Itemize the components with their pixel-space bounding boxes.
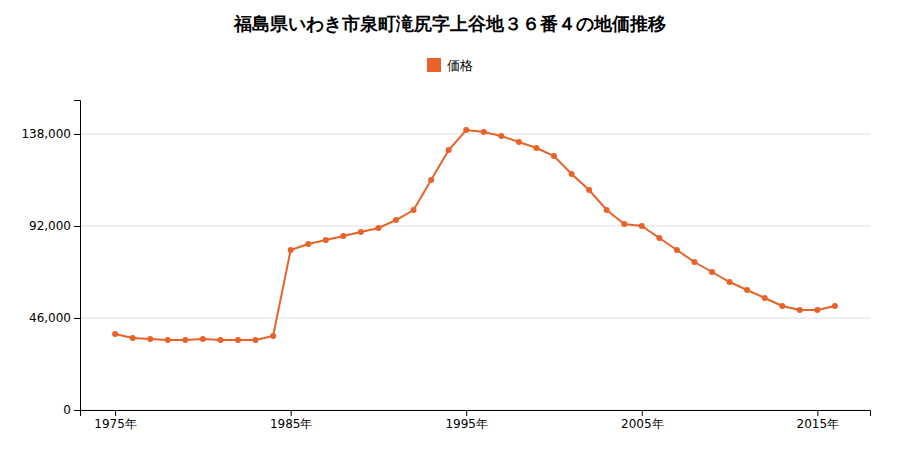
grid-line-y xyxy=(80,226,870,227)
data-point xyxy=(744,287,750,293)
data-point xyxy=(691,259,697,265)
data-point xyxy=(235,337,241,343)
chart-title: 福島県いわき市泉町滝尻字上谷地３６番４の地価推移 xyxy=(233,13,666,34)
data-point xyxy=(604,207,610,213)
data-point xyxy=(340,233,346,239)
legend-label: 価格 xyxy=(447,58,473,73)
data-point xyxy=(393,217,399,223)
chart-svg: 福島県いわき市泉町滝尻字上谷地３６番４の地価推移 1975年 1985年 1995年 2… xyxy=(0,0,900,450)
data-point xyxy=(779,303,785,309)
legend-swatch xyxy=(427,58,441,72)
data-point xyxy=(481,129,487,135)
x-axis-tick-label: 1985年 xyxy=(270,417,313,431)
y-axis-tick-mark xyxy=(74,226,80,227)
y-axis-tick: 46,000 xyxy=(29,311,80,325)
data-point xyxy=(797,307,803,313)
data-point xyxy=(814,307,820,313)
data-point xyxy=(621,221,627,227)
x-axis: 1975年 1985年 1995年 2005年 2015年 xyxy=(81,410,871,431)
data-point xyxy=(130,335,136,341)
y-axis-tick-mark xyxy=(74,318,80,319)
data-point xyxy=(305,241,311,247)
x-axis-tick: 1995年 xyxy=(445,410,488,431)
data-point xyxy=(762,295,768,301)
data-point xyxy=(165,337,171,343)
data-point xyxy=(411,207,417,213)
data-point xyxy=(463,127,469,133)
data-point xyxy=(832,303,838,309)
y-axis-tick-label: 46,000 xyxy=(29,311,71,325)
data-marks xyxy=(112,127,838,343)
legend-item: 価格 xyxy=(427,58,473,73)
data-point xyxy=(569,171,575,177)
data-point xyxy=(217,337,223,343)
x-axis-tick-mark xyxy=(291,410,292,416)
data-point xyxy=(358,229,364,235)
data-point xyxy=(375,225,381,231)
x-axis-tick: 2015年 xyxy=(797,410,840,431)
x-axis-tick-label: 1975年 xyxy=(94,417,137,431)
data-point xyxy=(112,331,118,337)
legend: 価格 xyxy=(427,58,473,73)
grid-line-y xyxy=(80,134,870,135)
data-point xyxy=(498,133,504,139)
grid xyxy=(80,134,870,410)
data-point xyxy=(533,145,539,151)
plot-area: 1975年 1985年 1995年 2005年 2015年 0 46,000 92,000 13… xyxy=(21,101,870,431)
y-axis: 0 46,000 92,000 138,000 xyxy=(21,101,80,418)
data-point xyxy=(639,223,645,229)
x-axis-tick: 1975年 xyxy=(94,410,137,431)
y-axis-tick-label: 138,000 xyxy=(21,127,71,141)
y-axis-tick: 92,000 xyxy=(29,219,80,233)
data-point xyxy=(656,235,662,241)
x-axis-tick-mark xyxy=(466,410,467,416)
x-axis-tick-label: 2015年 xyxy=(797,417,840,431)
data-point xyxy=(516,139,522,145)
data-point xyxy=(147,336,153,342)
series-line xyxy=(115,130,835,340)
y-axis-tick-label: 92,000 xyxy=(29,219,71,233)
data-point xyxy=(200,336,206,342)
data-point xyxy=(270,333,276,339)
data-point xyxy=(428,177,434,183)
x-axis-tick-mark xyxy=(642,410,643,416)
series xyxy=(112,127,838,343)
data-point xyxy=(182,337,188,343)
data-point xyxy=(446,147,452,153)
data-point xyxy=(551,153,557,159)
data-point xyxy=(727,279,733,285)
data-point xyxy=(288,247,294,253)
y-axis-tick: 0 xyxy=(63,403,80,417)
y-axis-line xyxy=(74,101,81,411)
x-axis-tick-label: 2005年 xyxy=(621,417,664,431)
grid-line-y xyxy=(80,318,870,319)
data-point xyxy=(586,187,592,193)
x-axis-tick: 1985年 xyxy=(270,410,313,431)
x-axis-line xyxy=(81,411,871,417)
x-axis-tick-label: 1995年 xyxy=(445,417,488,431)
data-point xyxy=(323,237,329,243)
x-axis-tick: 2005年 xyxy=(621,410,664,431)
x-axis-tick-mark xyxy=(115,410,116,416)
data-point xyxy=(709,269,715,275)
data-point xyxy=(674,247,680,253)
chart-container: 福島県いわき市泉町滝尻字上谷地３６番４の地価推移 1975年 1985年 1995年 2… xyxy=(0,0,900,450)
x-axis-tick-mark xyxy=(817,410,818,416)
data-point xyxy=(253,337,259,343)
y-axis-tick-mark xyxy=(74,134,80,135)
y-axis-tick-label: 0 xyxy=(63,403,71,417)
y-axis-tick-mark xyxy=(74,410,80,411)
y-axis-tick: 138,000 xyxy=(21,127,80,141)
